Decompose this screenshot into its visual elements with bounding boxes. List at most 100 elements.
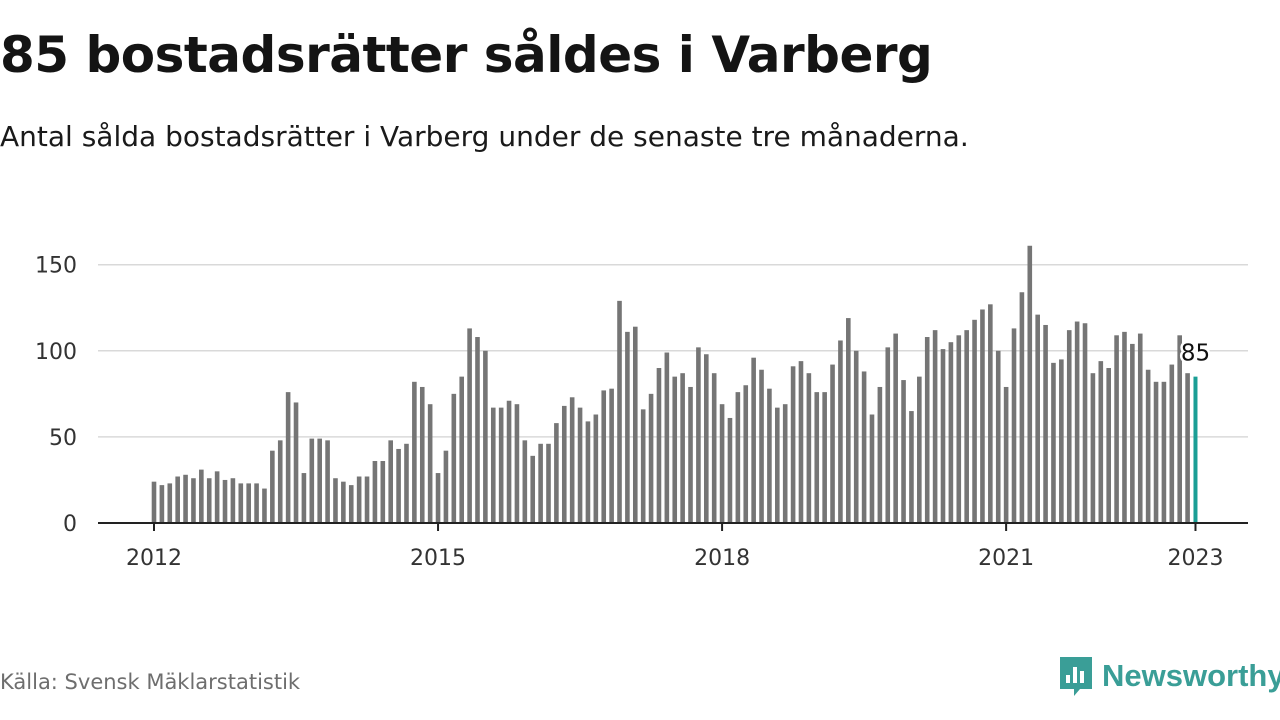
bar bbox=[199, 469, 204, 523]
bar bbox=[814, 392, 820, 523]
bar bbox=[159, 485, 165, 523]
y-tick-label: 50 bbox=[49, 426, 77, 451]
bar bbox=[719, 404, 725, 523]
bar bbox=[680, 373, 685, 523]
bar bbox=[475, 337, 480, 523]
bar bbox=[483, 350, 488, 523]
brand: Newsworthy bbox=[1058, 654, 1280, 698]
bar bbox=[498, 407, 504, 523]
bar bbox=[325, 440, 330, 523]
bar bbox=[301, 473, 307, 523]
x-tick-label: 2023 bbox=[1167, 546, 1223, 571]
last-value-label: 85 bbox=[1181, 341, 1210, 367]
source-note: Källa: Svensk Mäklarstatistik bbox=[0, 670, 301, 694]
y-tick-label: 150 bbox=[35, 254, 77, 279]
bar bbox=[806, 373, 812, 523]
bar bbox=[917, 376, 922, 523]
bar bbox=[711, 373, 717, 523]
bar bbox=[396, 448, 401, 523]
bar bbox=[1145, 369, 1151, 523]
bar bbox=[1035, 314, 1040, 523]
bar bbox=[1090, 373, 1096, 523]
newsworthy-logo-icon bbox=[1060, 657, 1092, 696]
bar bbox=[648, 393, 654, 523]
bar bbox=[924, 337, 930, 523]
x-tick-label: 2012 bbox=[126, 546, 182, 571]
bar bbox=[270, 450, 275, 523]
bar bbox=[246, 483, 251, 523]
bar bbox=[759, 369, 764, 523]
bar bbox=[1066, 330, 1072, 523]
bar bbox=[222, 479, 228, 523]
bar bbox=[1082, 323, 1088, 523]
bar bbox=[341, 481, 346, 523]
bar bbox=[743, 385, 749, 523]
bar bbox=[625, 331, 630, 523]
bar bbox=[254, 483, 259, 523]
page-title: 85 bostadsrätter såldes i Varberg bbox=[0, 26, 933, 84]
bar bbox=[1185, 373, 1190, 523]
bar bbox=[940, 349, 946, 523]
x-tick-label: 2018 bbox=[694, 546, 750, 571]
bar bbox=[1130, 343, 1135, 523]
bar bbox=[790, 366, 796, 523]
bar bbox=[530, 455, 536, 523]
bar bbox=[1003, 386, 1009, 523]
bar bbox=[230, 478, 236, 523]
bar bbox=[206, 478, 212, 523]
bar bbox=[1098, 361, 1104, 523]
bar bbox=[822, 392, 827, 523]
bar-latest bbox=[1193, 376, 1198, 523]
bar bbox=[404, 443, 409, 523]
bar bbox=[1161, 381, 1167, 523]
bar bbox=[561, 405, 567, 523]
bar bbox=[1153, 381, 1159, 523]
bar bbox=[1137, 333, 1143, 523]
bar bbox=[356, 476, 362, 523]
bar bbox=[885, 347, 891, 523]
bar bbox=[506, 400, 512, 523]
bar bbox=[838, 340, 843, 523]
bar bbox=[782, 404, 788, 523]
bar bbox=[277, 440, 283, 523]
bar bbox=[877, 386, 883, 523]
bar bbox=[932, 330, 938, 523]
bar bbox=[554, 423, 559, 523]
bar bbox=[538, 443, 543, 523]
x-tick-label: 2021 bbox=[978, 546, 1034, 571]
bar bbox=[593, 414, 599, 523]
bar bbox=[948, 342, 954, 523]
page-subtitle: Antal sålda bostadsrätter i Varberg unde… bbox=[0, 120, 969, 153]
bar bbox=[1074, 321, 1080, 523]
bar bbox=[727, 417, 733, 523]
x-tick-label: 2015 bbox=[410, 546, 466, 571]
bar bbox=[151, 481, 157, 523]
bar bbox=[964, 330, 969, 523]
bar bbox=[443, 450, 449, 523]
bar bbox=[388, 440, 393, 523]
bar bbox=[183, 474, 188, 523]
bar bbox=[1169, 364, 1175, 523]
bar bbox=[214, 471, 220, 523]
bar bbox=[1019, 292, 1025, 523]
bar bbox=[1177, 335, 1182, 523]
bar bbox=[704, 354, 709, 523]
bar bbox=[577, 407, 583, 523]
bar bbox=[995, 350, 1001, 523]
bar bbox=[609, 388, 614, 523]
bar bbox=[775, 407, 780, 523]
bar bbox=[191, 478, 196, 523]
bar bbox=[988, 304, 993, 523]
bar bbox=[664, 352, 670, 523]
bar bbox=[569, 397, 575, 523]
bar bbox=[1114, 335, 1119, 523]
bar bbox=[1122, 331, 1127, 523]
bar bbox=[333, 478, 338, 523]
y-tick-label: 0 bbox=[63, 512, 77, 537]
bar bbox=[980, 309, 985, 523]
bar bbox=[317, 438, 322, 523]
bar bbox=[364, 476, 370, 523]
bar bbox=[656, 368, 662, 523]
bar bbox=[1027, 245, 1033, 523]
bar bbox=[238, 483, 244, 523]
